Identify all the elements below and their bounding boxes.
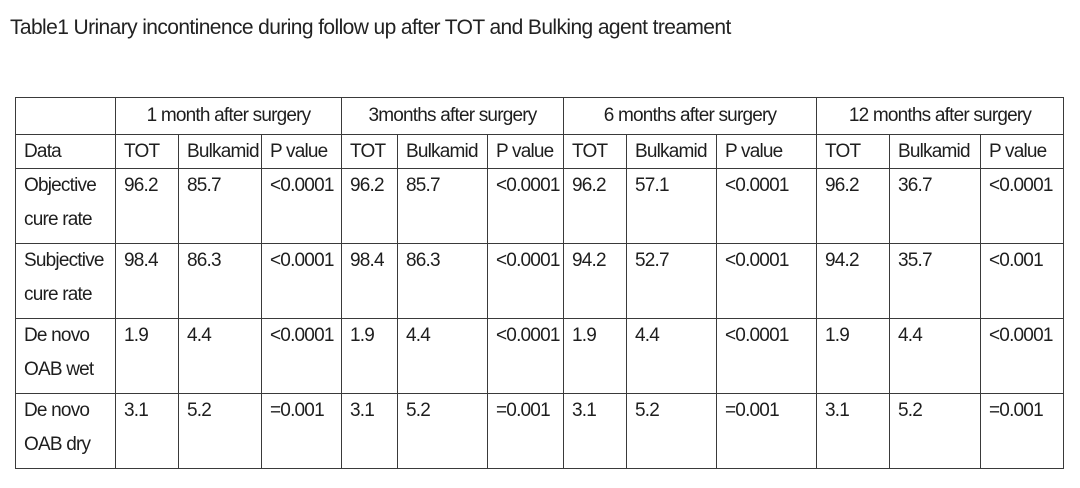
group-header-6-months: 6 months after surgery <box>563 97 817 135</box>
table-row-de-novo-oab-dry: De novo OAB dry 3.1 5.2 =0.001 3.1 5.2 =0… <box>15 393 1064 469</box>
row-label-line: Subjective <box>24 250 104 271</box>
column-header: Bulkamid <box>178 134 262 169</box>
group-header-row: 1 month after surgery 3months after surg… <box>15 97 1064 135</box>
table-cell: 86.3 <box>178 243 262 319</box>
table-cell: 5.2 <box>889 393 981 469</box>
table-cell: =0.001 <box>261 393 342 469</box>
table-cell: <0.0001 <box>980 168 1064 244</box>
table-cell: 98.4 <box>115 243 179 319</box>
table-cell: 3.1 <box>341 393 398 469</box>
table-cell: 1.9 <box>341 318 398 394</box>
table-cell: <0.0001 <box>716 243 817 319</box>
table-cell: 4.4 <box>178 318 262 394</box>
row-label: Subjective cure rate <box>15 243 116 319</box>
group-header-1-month: 1 month after surgery <box>115 97 342 135</box>
row-label: De novo OAB dry <box>15 393 116 469</box>
row-label-line: De novo <box>24 400 90 421</box>
row-label-line: cure rate <box>24 284 93 305</box>
table-cell: =0.001 <box>487 393 564 469</box>
table-cell: 98.4 <box>341 243 398 319</box>
table-row-objective-cure-rate: Objective cure rate 96.2 85.7 <0.0001 96.… <box>15 168 1064 244</box>
row-label: De novo OAB wet <box>15 318 116 394</box>
row-label: Objective cure rate <box>15 168 116 244</box>
table-cell: 3.1 <box>816 393 890 469</box>
table-cell: <0.001 <box>980 243 1064 319</box>
table-cell: 4.4 <box>397 318 488 394</box>
row-label-line: Objective <box>24 175 97 196</box>
table-cell: 35.7 <box>889 243 981 319</box>
table-cell: 85.7 <box>397 168 488 244</box>
table-row-de-novo-oab-wet: De novo OAB wet 1.9 4.4 <0.0001 1.9 4.4 <… <box>15 318 1064 394</box>
table-cell: 36.7 <box>889 168 981 244</box>
column-header: Bulkamid <box>889 134 981 169</box>
table-cell: <0.0001 <box>980 318 1064 394</box>
table-cell: 1.9 <box>816 318 890 394</box>
table-caption: Table1 Urinary incontinence during follo… <box>10 16 731 39</box>
row-label-line: De novo <box>24 325 90 346</box>
column-header: P value <box>487 134 564 169</box>
table-cell: 96.2 <box>341 168 398 244</box>
row-label-line: OAB dry <box>24 434 91 455</box>
column-header: Bulkamid <box>397 134 488 169</box>
table-cell: <0.0001 <box>716 168 817 244</box>
table-row-subjective-cure-rate: Subjective cure rate 98.4 86.3 <0.0001 98… <box>15 243 1064 319</box>
header-corner-cell <box>15 97 116 135</box>
table-cell: 5.2 <box>397 393 488 469</box>
table-cell: 94.2 <box>563 243 627 319</box>
table-cell: 86.3 <box>397 243 488 319</box>
table-cell: 1.9 <box>563 318 627 394</box>
column-header: TOT <box>115 134 179 169</box>
results-table: 1 month after surgery 3months after surg… <box>15 97 1064 469</box>
table-cell: <0.0001 <box>487 243 564 319</box>
row-label-line: cure rate <box>24 209 93 230</box>
table-cell: 5.2 <box>178 393 262 469</box>
column-header: P value <box>980 134 1064 169</box>
table-cell: 94.2 <box>816 243 890 319</box>
group-header-3-months: 3months after surgery <box>341 97 564 135</box>
table-cell: 96.2 <box>115 168 179 244</box>
column-header: P value <box>716 134 817 169</box>
row-label-line: OAB wet <box>24 359 94 380</box>
table-cell: 52.7 <box>626 243 717 319</box>
table-cell: =0.001 <box>716 393 817 469</box>
table-cell: <0.0001 <box>487 318 564 394</box>
table-cell: =0.001 <box>980 393 1064 469</box>
table-cell: 5.2 <box>626 393 717 469</box>
column-header: TOT <box>563 134 627 169</box>
table-cell: 85.7 <box>178 168 262 244</box>
table-cell: 96.2 <box>563 168 627 244</box>
table-cell: <0.0001 <box>261 168 342 244</box>
table-cell: 4.4 <box>889 318 981 394</box>
column-header: P value <box>261 134 342 169</box>
table-cell: 57.1 <box>626 168 717 244</box>
table-cell: <0.0001 <box>716 318 817 394</box>
table-cell: 4.4 <box>626 318 717 394</box>
column-header: TOT <box>816 134 890 169</box>
column-header: Data <box>15 134 116 169</box>
table-cell: <0.0001 <box>261 243 342 319</box>
table-cell: <0.0001 <box>487 168 564 244</box>
column-header: Bulkamid <box>626 134 717 169</box>
group-header-12-months: 12 months after surgery <box>816 97 1064 135</box>
column-header: TOT <box>341 134 398 169</box>
subheader-row: Data TOT Bulkamid P value TOT Bulkamid P… <box>15 134 1064 169</box>
table-cell: 3.1 <box>563 393 627 469</box>
table-cell: <0.0001 <box>261 318 342 394</box>
table-cell: 1.9 <box>115 318 179 394</box>
table-cell: 96.2 <box>816 168 890 244</box>
table-cell: 3.1 <box>115 393 179 469</box>
